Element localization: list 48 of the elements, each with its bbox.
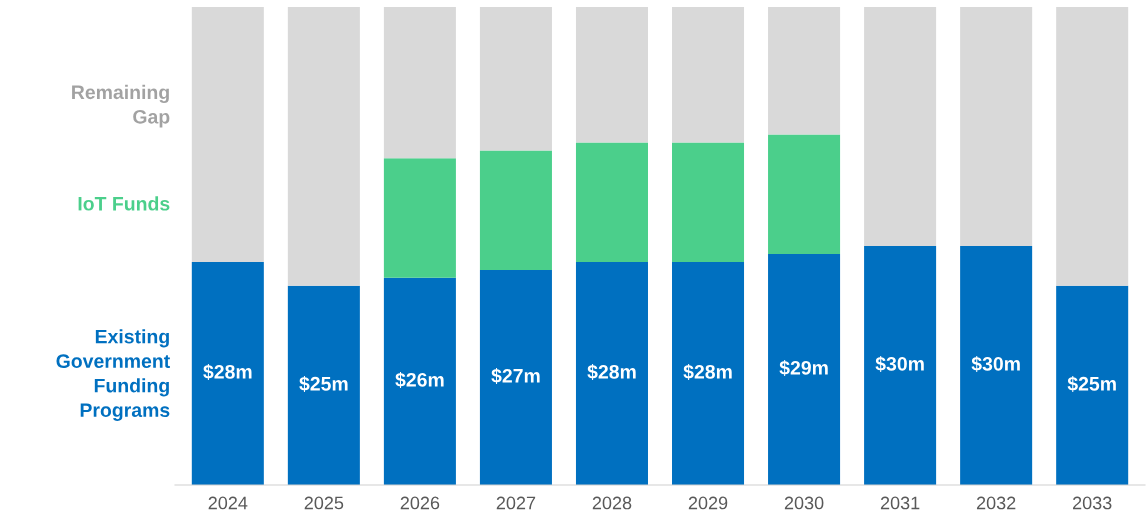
bar: [768, 7, 841, 135]
series-label: Remaining Gap: [72, 84, 170, 128]
x-tick-label: 2033: [1073, 496, 1112, 510]
data-label: $30m: [875, 356, 924, 372]
bar: [575, 142, 648, 262]
bar: [960, 7, 1033, 246]
data-label: $30m: [971, 356, 1020, 372]
bar: [672, 7, 745, 143]
bar: [479, 269, 552, 485]
x-tick-label: 2030: [784, 496, 824, 510]
bar: [191, 261, 264, 485]
data-label: $28m: [203, 364, 252, 380]
data-label: $27m: [491, 368, 540, 384]
x-tick-label: 2029: [688, 496, 728, 510]
bar: [287, 7, 360, 286]
data-label: $26m: [395, 372, 444, 388]
data-label: $28m: [587, 364, 636, 380]
data-label: $25m: [1067, 376, 1116, 392]
text: IoT Funds: [78, 196, 170, 211]
bar: [479, 7, 552, 151]
bar: [960, 246, 1033, 485]
bar: [287, 285, 360, 485]
bar: [383, 158, 456, 278]
bar: [383, 277, 456, 485]
x-tick-label: 2032: [976, 496, 1016, 510]
bar: [575, 7, 648, 143]
x-tick-label: 2027: [496, 496, 536, 510]
bar: [575, 261, 648, 485]
bar: [1056, 7, 1129, 286]
bar: [864, 7, 937, 246]
bar: [768, 253, 841, 485]
bar: [864, 246, 937, 485]
bar: [383, 7, 456, 159]
bar: [191, 7, 264, 262]
x-tick-label: 2024: [208, 496, 248, 510]
bar: [768, 134, 841, 254]
bar: [672, 142, 745, 262]
data-label: $25m: [299, 376, 348, 392]
x-tick-label: 2025: [304, 496, 344, 510]
data-label: $28m: [683, 364, 732, 380]
x-tick-label: 2028: [592, 496, 632, 510]
data-label: $29m: [779, 360, 828, 376]
bar: [479, 150, 552, 270]
bar: [1056, 285, 1129, 485]
series-label: Existing Government Funding Programs: [56, 329, 170, 421]
x-tick-label: 2026: [400, 496, 440, 510]
bar: [672, 261, 745, 485]
x-tick-label: 2031: [880, 496, 920, 510]
